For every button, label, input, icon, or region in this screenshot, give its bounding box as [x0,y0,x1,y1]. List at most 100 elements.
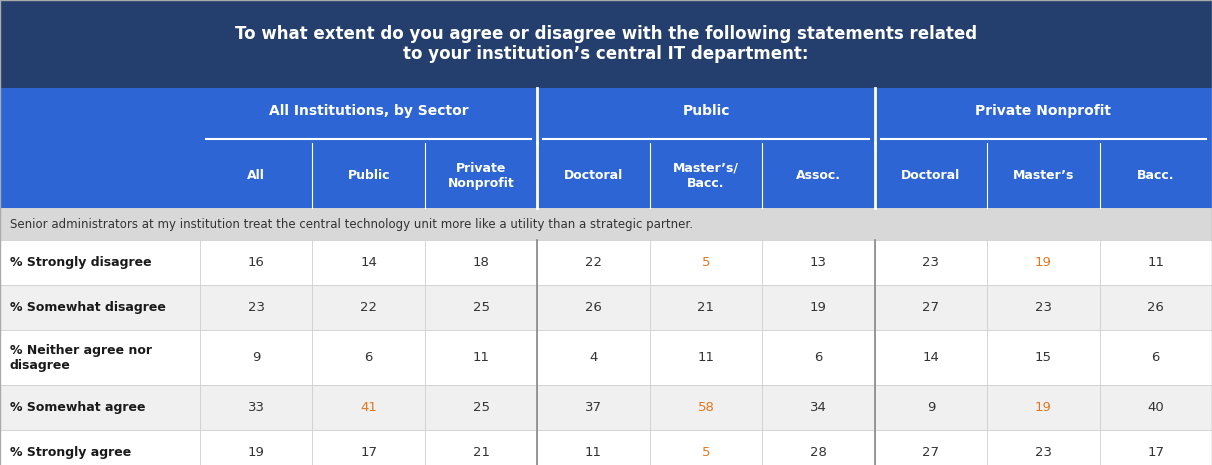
Text: 25: 25 [473,401,490,414]
Text: 22: 22 [585,256,602,269]
Bar [987,330,1099,385]
Text: Public: Public [348,169,390,182]
Bar [650,285,762,330]
Bar [200,143,313,208]
Bar [313,143,425,208]
Bar [1099,430,1212,465]
Bar [875,285,987,330]
Text: 5: 5 [702,446,710,459]
Bar [0,88,200,143]
Bar [200,385,313,430]
Text: 15: 15 [1035,351,1052,364]
Bar [200,240,313,285]
Text: Bacc.: Bacc. [1137,169,1174,182]
Text: 11: 11 [473,351,490,364]
Text: 9: 9 [927,401,936,414]
Bar [875,240,987,285]
Bar [875,385,987,430]
Text: All: All [247,169,265,182]
Bar [537,88,875,143]
Bar [762,430,875,465]
Text: 33: 33 [247,401,264,414]
Text: Doctoral: Doctoral [564,169,623,182]
Text: 19: 19 [810,301,827,314]
Text: 58: 58 [698,401,714,414]
Bar [313,240,425,285]
Text: Master’s/
Bacc.: Master’s/ Bacc. [673,161,739,190]
Bar [650,330,762,385]
Text: 40: 40 [1148,401,1165,414]
Text: 18: 18 [473,256,490,269]
Text: 5: 5 [702,256,710,269]
Bar [200,430,313,465]
Bar [650,430,762,465]
Text: Assoc.: Assoc. [796,169,841,182]
Bar [537,143,650,208]
Text: % Strongly agree: % Strongly agree [10,446,131,459]
Text: 13: 13 [810,256,827,269]
Text: 9: 9 [252,351,261,364]
Text: Senior administrators at my institution treat the central technology unit more l: Senior administrators at my institution … [10,218,693,231]
Bar [537,285,650,330]
Bar [762,330,875,385]
Bar [0,430,200,465]
Text: 4: 4 [589,351,598,364]
Text: 21: 21 [697,301,715,314]
Bar [425,385,537,430]
Bar [875,430,987,465]
Text: 11: 11 [1148,256,1165,269]
Bar [650,240,762,285]
Bar [875,330,987,385]
Bar [425,430,537,465]
Text: % Strongly disagree: % Strongly disagree [10,256,152,269]
Bar [425,330,537,385]
Bar [1099,285,1212,330]
Bar [0,208,1212,240]
Bar [0,143,200,208]
Bar [0,0,1212,88]
Text: % Somewhat disagree: % Somewhat disagree [10,301,166,314]
Bar [1099,330,1212,385]
Text: All Institutions, by Sector: All Institutions, by Sector [269,104,469,118]
Text: 6: 6 [365,351,373,364]
Bar [1099,143,1212,208]
Text: 14: 14 [922,351,939,364]
Text: 28: 28 [810,446,827,459]
Text: Private Nonprofit: Private Nonprofit [976,104,1111,118]
Text: 34: 34 [810,401,827,414]
Bar [1099,385,1212,430]
Text: 17: 17 [360,446,377,459]
Bar [875,143,987,208]
Text: 41: 41 [360,401,377,414]
Text: 11: 11 [697,351,715,364]
Bar [313,385,425,430]
Bar [200,330,313,385]
Bar [200,88,537,143]
Bar [987,385,1099,430]
Bar [650,385,762,430]
Bar [313,285,425,330]
Bar [762,385,875,430]
Text: 11: 11 [585,446,602,459]
Bar [425,240,537,285]
Bar [987,240,1099,285]
Bar [1099,240,1212,285]
Text: % Somewhat agree: % Somewhat agree [10,401,145,414]
Bar [0,385,200,430]
Text: 26: 26 [1148,301,1165,314]
Text: 17: 17 [1148,446,1165,459]
Bar [0,330,200,385]
Bar [762,240,875,285]
Text: % Neither agree nor
disagree: % Neither agree nor disagree [10,344,152,372]
Text: Private
Nonprofit: Private Nonprofit [447,161,514,190]
Text: 6: 6 [814,351,823,364]
Text: 23: 23 [1035,301,1052,314]
Text: 27: 27 [922,446,939,459]
Bar [762,143,875,208]
Text: 19: 19 [1035,401,1052,414]
Bar [537,240,650,285]
Bar [537,385,650,430]
Text: 22: 22 [360,301,377,314]
Bar [987,430,1099,465]
Bar [425,143,537,208]
